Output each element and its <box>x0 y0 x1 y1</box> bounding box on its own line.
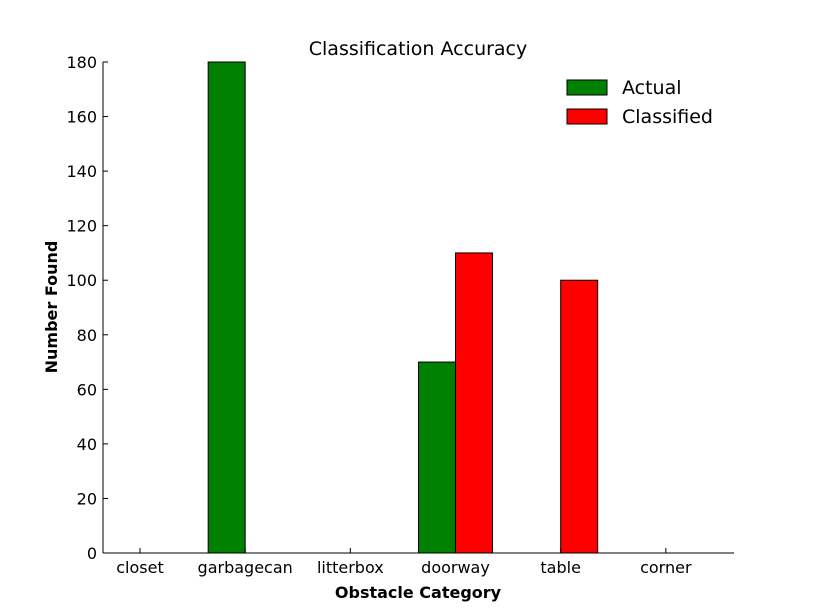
chart-title: Classification Accuracy <box>309 38 528 60</box>
x-axis-label: Obstacle Category <box>335 583 502 602</box>
x-tick-label-table: table <box>540 558 581 577</box>
y-tick-label: 180 <box>66 53 97 72</box>
axes-layer: 0 20 40 60 80 100 120 140 160 180 closet garbagecan… <box>66 53 734 577</box>
legend-swatch-classified <box>566 108 608 125</box>
x-tick-label-closet: closet <box>116 558 163 577</box>
bar-actual-doorway <box>418 361 456 554</box>
y-tick-label: 160 <box>66 108 97 127</box>
y-tick-label: 60 <box>77 380 97 399</box>
y-tick-label: 20 <box>77 489 97 508</box>
legend: Actual Classified <box>566 77 713 128</box>
legend-label-actual: Actual <box>622 77 682 99</box>
x-tick-label-doorway: doorway <box>421 558 490 577</box>
legend-swatch-actual <box>566 79 608 96</box>
x-tick-label-litterbox: litterbox <box>317 558 384 577</box>
y-tick-label: 100 <box>66 271 97 290</box>
y-tick-label: 40 <box>77 435 97 454</box>
legend-label-classified: Classified <box>622 106 713 128</box>
y-tick-label: 0 <box>87 544 97 563</box>
bar-actual-garbagecan <box>207 61 246 554</box>
y-tick-label: 140 <box>66 162 97 181</box>
x-tick-label-corner: corner <box>640 558 692 577</box>
bar-classified-doorway <box>455 252 493 554</box>
y-axis-label: Number Found <box>42 241 61 374</box>
x-tick-label-garbagecan: garbagecan <box>198 558 293 577</box>
bars-layer <box>207 61 599 554</box>
y-tick-label: 80 <box>77 326 97 345</box>
y-tick-label: 120 <box>66 217 97 236</box>
bar-classified-table <box>560 279 599 554</box>
